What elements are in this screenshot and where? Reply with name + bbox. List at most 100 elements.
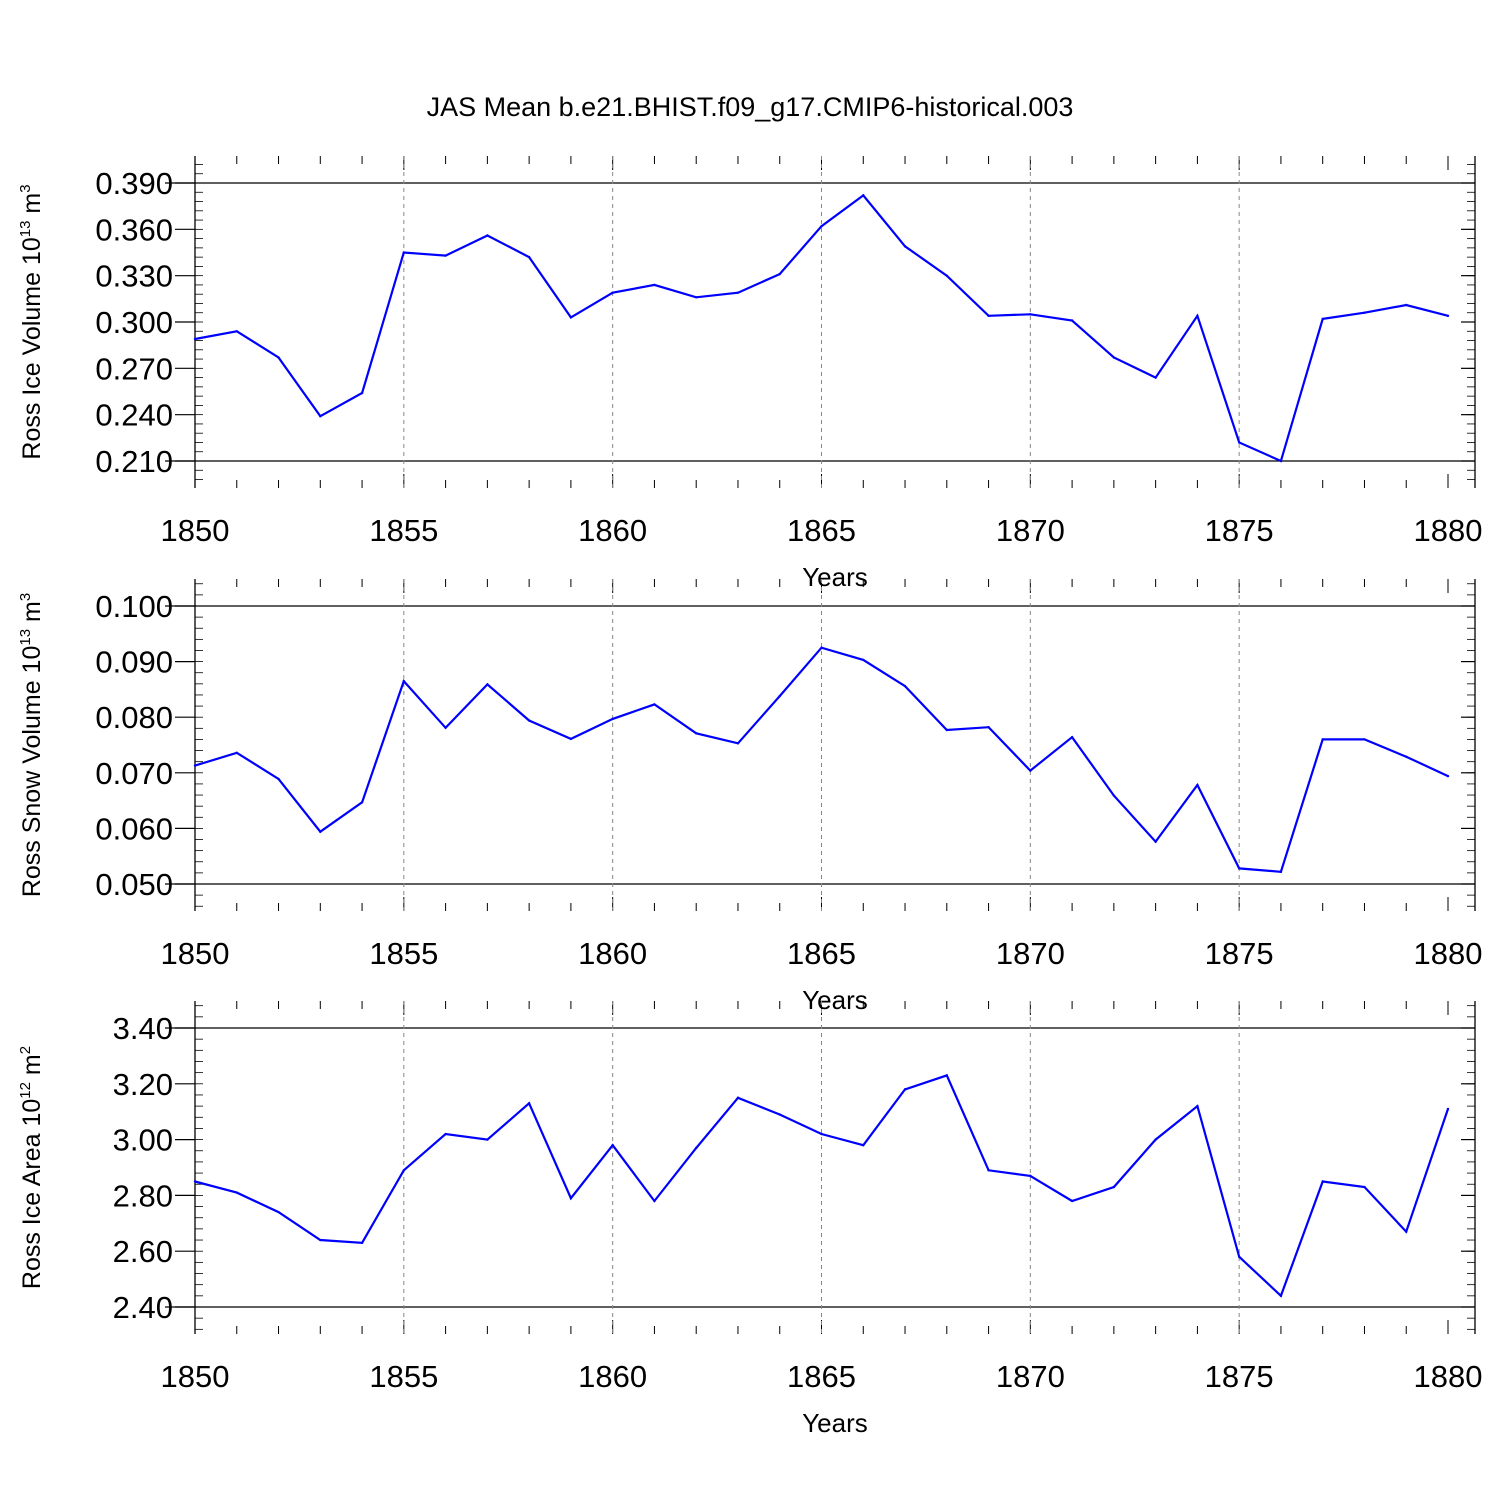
data-point bbox=[778, 1113, 781, 1116]
data-point bbox=[360, 1241, 364, 1245]
data-point bbox=[360, 391, 364, 395]
data-point bbox=[486, 1138, 489, 1141]
data-point bbox=[1070, 736, 1074, 739]
data-point bbox=[1112, 1185, 1116, 1189]
y-tick-label: 0.060 bbox=[95, 811, 173, 846]
data-point bbox=[903, 1088, 907, 1091]
data-point bbox=[193, 764, 197, 767]
x-tick-label: 1855 bbox=[369, 513, 438, 548]
data-point bbox=[1446, 774, 1450, 778]
y-tick-label: 0.300 bbox=[95, 305, 173, 340]
data-point bbox=[987, 314, 990, 318]
data-point bbox=[820, 1132, 823, 1136]
data-point bbox=[1154, 840, 1157, 843]
y-tick-label: 0.330 bbox=[95, 259, 173, 294]
data-point bbox=[527, 1102, 531, 1105]
y-tick-label: 2.40 bbox=[113, 1290, 173, 1325]
y-tick-label: 0.070 bbox=[95, 756, 173, 791]
x-tick-label: 1875 bbox=[1205, 936, 1274, 971]
data-point bbox=[1279, 459, 1283, 463]
y-tick-label: 0.240 bbox=[95, 398, 173, 433]
data-point bbox=[527, 255, 531, 259]
data-point bbox=[444, 1132, 447, 1136]
y-tick-label: 0.090 bbox=[95, 645, 173, 680]
data-point bbox=[444, 726, 447, 729]
data-point bbox=[736, 291, 740, 294]
data-point bbox=[903, 245, 907, 248]
data-point bbox=[569, 737, 573, 741]
x-tick-label: 1870 bbox=[996, 1359, 1065, 1394]
data-point bbox=[193, 337, 197, 341]
data-point bbox=[235, 330, 238, 333]
data-point bbox=[402, 679, 406, 683]
data-point bbox=[611, 1143, 614, 1147]
x-tick-label: 1880 bbox=[1414, 1359, 1483, 1394]
data-point bbox=[695, 296, 698, 299]
data-point bbox=[319, 415, 322, 418]
x-tick-label: 1860 bbox=[578, 936, 647, 971]
data-point bbox=[1363, 311, 1366, 314]
data-point bbox=[1112, 356, 1116, 359]
data-point bbox=[1363, 1185, 1366, 1189]
data-point bbox=[903, 684, 907, 688]
data-point bbox=[1405, 303, 1408, 307]
data-point bbox=[862, 1143, 865, 1147]
data-point bbox=[1070, 319, 1074, 322]
data-point bbox=[569, 316, 573, 319]
data-point bbox=[486, 683, 489, 686]
data-point bbox=[277, 777, 280, 781]
data-point bbox=[235, 1191, 238, 1194]
data-point bbox=[820, 646, 823, 649]
data-point bbox=[1154, 1138, 1157, 1141]
data-point bbox=[1446, 1107, 1450, 1111]
data-point bbox=[736, 742, 740, 745]
data-point bbox=[1405, 1230, 1408, 1233]
data-point bbox=[1363, 738, 1366, 741]
data-point bbox=[1279, 1294, 1283, 1298]
x-tick-label: 1860 bbox=[578, 513, 647, 548]
data-point bbox=[695, 732, 698, 735]
data-point bbox=[1279, 870, 1283, 873]
x-tick-label: 1875 bbox=[1205, 513, 1274, 548]
data-point bbox=[945, 274, 948, 277]
data-point bbox=[1029, 313, 1032, 316]
data-point bbox=[653, 1199, 656, 1203]
data-point bbox=[653, 283, 656, 287]
data-point bbox=[1237, 1255, 1241, 1258]
data-point bbox=[862, 194, 865, 197]
data-point bbox=[1321, 738, 1324, 741]
x-tick-label: 1865 bbox=[787, 1359, 856, 1394]
y-axis-title: Ross Ice Volume 1013 m3 bbox=[17, 184, 46, 459]
y-axis-title: Ross Ice Area 1012 m2 bbox=[17, 1046, 46, 1289]
x-tick-label: 1880 bbox=[1414, 513, 1483, 548]
x-tick-label: 1880 bbox=[1414, 936, 1483, 971]
data-point bbox=[1029, 769, 1032, 772]
x-tick-label: 1865 bbox=[787, 936, 856, 971]
data-point bbox=[402, 1169, 406, 1172]
data-point bbox=[862, 658, 865, 662]
data-point bbox=[987, 1169, 990, 1172]
x-tick-label: 1850 bbox=[161, 936, 230, 971]
x-axis-title: Years bbox=[802, 985, 868, 1015]
data-point bbox=[1154, 376, 1157, 379]
x-tick-label: 1850 bbox=[161, 1359, 230, 1394]
x-tick-label: 1865 bbox=[787, 513, 856, 548]
data-point bbox=[1196, 1104, 1199, 1108]
data-point bbox=[945, 728, 948, 732]
data-point bbox=[444, 254, 447, 257]
x-tick-label: 1850 bbox=[161, 513, 230, 548]
data-point bbox=[527, 719, 531, 722]
data-point bbox=[1237, 441, 1241, 444]
data-point bbox=[402, 251, 406, 254]
y-tick-label: 0.080 bbox=[95, 700, 173, 735]
data-point bbox=[778, 272, 781, 276]
data-point bbox=[1112, 794, 1116, 797]
panel-2: 0.050 0.060 0.070 0.080 0.090 0.100 1850 1855 18… bbox=[17, 579, 1482, 1015]
data-point bbox=[1321, 1180, 1324, 1183]
y-tick-label: 3.20 bbox=[113, 1067, 173, 1102]
data-point bbox=[945, 1074, 948, 1077]
x-tick-label: 1870 bbox=[996, 936, 1065, 971]
panel-1: 0.210 0.240 0.270 0.300 0.330 0.360 0.390 1850 1… bbox=[17, 156, 1482, 592]
data-point bbox=[736, 1096, 740, 1099]
